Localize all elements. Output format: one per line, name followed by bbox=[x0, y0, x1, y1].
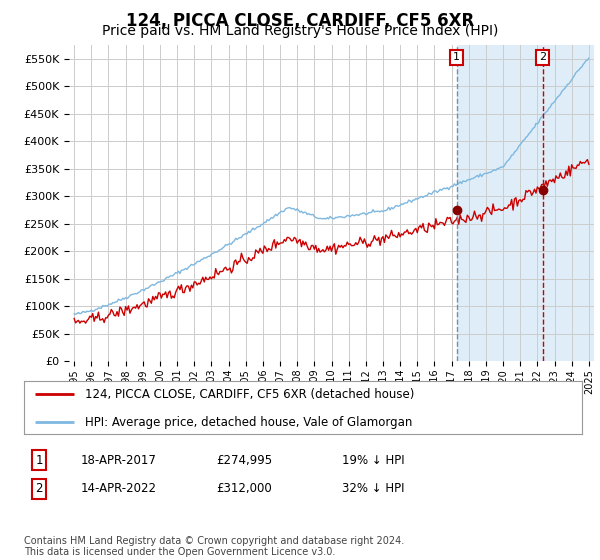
Text: 124, PICCA CLOSE, CARDIFF, CF5 6XR (detached house): 124, PICCA CLOSE, CARDIFF, CF5 6XR (deta… bbox=[85, 388, 415, 400]
Text: 14-APR-2022: 14-APR-2022 bbox=[81, 482, 157, 496]
Text: 2: 2 bbox=[539, 53, 546, 63]
Text: £312,000: £312,000 bbox=[216, 482, 272, 496]
Text: Price paid vs. HM Land Registry's House Price Index (HPI): Price paid vs. HM Land Registry's House … bbox=[102, 24, 498, 38]
Text: 18-APR-2017: 18-APR-2017 bbox=[81, 454, 157, 467]
Text: 124, PICCA CLOSE, CARDIFF, CF5 6XR: 124, PICCA CLOSE, CARDIFF, CF5 6XR bbox=[126, 12, 474, 30]
Bar bbox=[457, 45, 598, 361]
Text: 2: 2 bbox=[35, 482, 43, 496]
Text: £274,995: £274,995 bbox=[216, 454, 272, 467]
Text: HPI: Average price, detached house, Vale of Glamorgan: HPI: Average price, detached house, Vale… bbox=[85, 416, 413, 429]
Text: 1: 1 bbox=[453, 53, 460, 63]
Text: 19% ↓ HPI: 19% ↓ HPI bbox=[342, 454, 404, 467]
Text: Contains HM Land Registry data © Crown copyright and database right 2024.
This d: Contains HM Land Registry data © Crown c… bbox=[24, 535, 404, 557]
Text: 32% ↓ HPI: 32% ↓ HPI bbox=[342, 482, 404, 496]
Text: 1: 1 bbox=[35, 454, 43, 467]
